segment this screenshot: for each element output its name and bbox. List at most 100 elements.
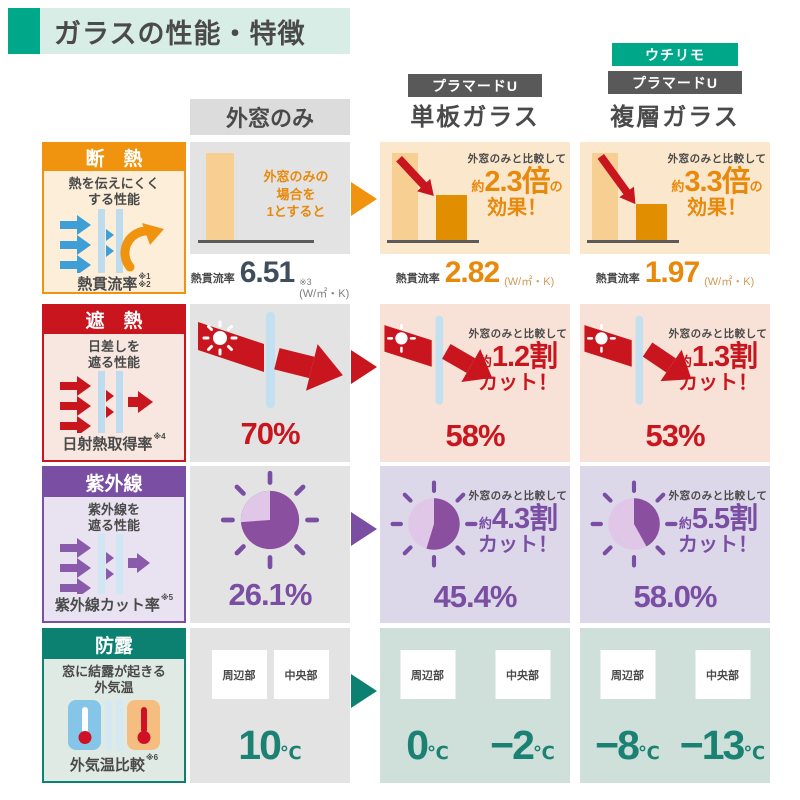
comparison-callout: 外窓のみと比較して 約4.3割 カット！ [468,490,568,557]
solar-gain-illustration: 外窓のみと比較して 約1.2割 カット！ 58% [380,304,570,462]
sun-arrow-through-glass-icon [198,312,343,408]
footnote-marks: ※1 ※2 [138,271,151,290]
heat-flow-through-glass-icon [58,208,170,273]
insulation-metric-label: 熱貫流率 ※1 ※2 [77,271,151,293]
insulation-outer-only-cell: 外窓のみの 場合を 1とすると 熱貫流率 6.51 ※3 (W/㎡・K) [190,142,350,300]
chip-center: 中央部 [495,650,550,699]
shading-metric-label: 日射熱取得率 ※4 [62,432,166,453]
row-insulation: 断 熱 熱を伝えにくく する性能 [42,142,770,300]
temperature-value: −13℃ [679,722,766,768]
thermometers-glass-icon [68,697,160,755]
uv-cut-illustration: 外窓のみと比較して 約5.5割 カット！ 58.0% [580,466,770,623]
column-header-double-glass: 複層ガラス [610,103,740,131]
warm-thermometer-icon [127,700,160,751]
chart-baseline [387,240,479,243]
shading-description: 日差しを 遮る性能 [87,338,140,370]
title-accent-square [8,8,40,54]
uv-double-glass-cell: 外窓のみと比較して 約5.5割 カット！ 58.0% [580,466,770,623]
solar-gain-value: 70% [240,416,300,451]
row-uv: 紫外線 紫外線を 遮る性能 紫外線カット率 [42,466,770,623]
baseline-note: 外窓のみの 場合を 1とすると [263,169,329,220]
uv-cut-illustration: 外窓のみと比較して 約4.3割 カット！ 45.4% [380,466,570,623]
solar-gain-illustration: 70% [190,304,350,462]
sun-pie-icon [390,480,478,568]
solar-gain-illustration: 外窓のみと比較して 約1.3割 カット！ 53% [580,304,770,462]
column-header-single-glass: 単板ガラス [410,103,540,131]
insulation-comparison-chart: 外窓のみと比較して 約3.3倍の 効果！ [580,142,770,254]
uv-metric-label: 紫外線カット率 ※5 [54,593,174,614]
comparison-callout: 外窓のみと比較して 約5.5割 カット！ [668,490,768,557]
u-value: 6.51 [239,256,295,289]
baseline-bar [206,153,234,241]
sun-arrow-through-glass-icon [584,315,692,405]
uv-blocked-icon [58,534,170,594]
uchirimo-badge: ウチリモ [612,43,738,66]
plamado-u-badge: プラマードU [408,74,542,97]
uv-outer-only-cell: 26.1% [190,466,350,623]
page-title-bar: ガラスの性能・特徴 [40,8,350,54]
u-value-line: 熱貫流率 1.97 (W/㎡・K) [595,256,755,289]
uv-cut-value: 45.4% [433,579,518,614]
arrow-right-icon [351,350,377,384]
comparison-callout: 外窓のみと比較して 約1.3割 カット！ [668,328,768,395]
arrow-right-icon [351,674,377,708]
uv-cut-value: 26.1% [228,577,313,612]
temperature-value: −2℃ [490,722,555,768]
cold-thermometer-icon [68,700,101,751]
glass-pane-icon [116,699,123,752]
footnote-marks: ※4 [153,432,166,441]
column-header-outer-window-only: 外窓のみ [190,99,350,135]
insulation-double-glass-cell: 外窓のみと比較して 約3.3倍の 効果！ 熱貫流率 1.97 (W/㎡・K) [580,142,770,294]
uv-description: 紫外線を 遮る性能 [87,501,140,533]
insulation-row-title: 断 熱 [44,144,184,171]
uv-cut-value: 58.0% [633,579,718,614]
condensation-outer-only-cell: 周辺部 中央部 10℃ [190,628,350,783]
insulation-baseline-chart: 外窓のみの 場合を 1とすると [190,142,350,254]
row-condensation: 防露 窓に結露が起きる 外気温 外気温比較 ※6 [42,628,770,783]
condensation-temps: 周辺部 中央部 10℃ [190,628,350,783]
sun-pie-icon [220,470,320,570]
temperature-value: 0℃ [406,722,449,768]
insulation-label-box: 断 熱 熱を伝えにくく する性能 [42,142,186,294]
chip-center: 中央部 [273,650,329,699]
insulation-single-glass-cell: 外窓のみと比較して 約2.3倍の 効果！ 熱貫流率 2.82 (W/㎡・K) [380,142,570,294]
shading-outer-only-cell: 70% [190,304,350,462]
temperature-value: −8℃ [595,722,660,768]
uv-cut-illustration: 26.1% [190,466,350,623]
uv-label-box: 紫外線 紫外線を 遮る性能 紫外線カット率 [42,466,186,623]
condensation-temps: 周辺部 0℃ 中央部 −2℃ [380,628,570,783]
footnote-marks: ※6 [145,753,159,762]
uv-single-glass-cell: 外窓のみと比較して 約4.3割 カット！ 45.4% [380,466,570,623]
condensation-metric-label: 外気温比較 ※6 [69,753,159,774]
sun-arrow-through-glass-icon [384,315,493,405]
condensation-row-title: 防露 [44,630,184,659]
chart-baseline [587,240,679,243]
u-value-line: 熱貫流率 2.82 (W/㎡・K) [395,256,555,289]
shading-single-glass-cell: 外窓のみと比較して 約1.2割 カット！ 58% [380,304,570,462]
u-value: 1.97 [644,256,700,289]
improved-bar [636,204,667,241]
glass-pane-icon [105,699,112,752]
temperature-value: 10℃ [238,722,302,768]
shading-row-title: 遮 熱 [44,306,184,334]
sunlight-blocked-icon [58,371,170,433]
sun-pie-icon [590,480,678,568]
condensation-temps: 周辺部 −8℃ 中央部 −13℃ [580,628,770,783]
chip-perimeter: 周辺部 [400,650,455,699]
chart-baseline [198,240,314,243]
insulation-description: 熱を伝えにくく する性能 [68,176,160,208]
improved-bar [436,195,467,241]
footnote-marks: ※5 [160,593,174,602]
insulation-comparison-chart: 外窓のみと比較して 約2.3倍の 効果！ [380,142,570,254]
solar-gain-value: 53% [645,418,705,453]
row-heat-shading: 遮 熱 日差しを 遮る性能 日射熱取得率 [42,304,770,462]
uv-row-title: 紫外線 [44,468,184,497]
u-value-line: 熱貫流率 6.51 ※3 (W/㎡・K) [190,256,350,300]
chip-perimeter: 周辺部 [211,650,267,699]
solar-gain-value: 58% [445,418,505,453]
arrow-right-icon [351,182,377,216]
condensation-label-box: 防露 窓に結露が起きる 外気温 外気温比較 ※6 [42,628,186,783]
shading-double-glass-cell: 外窓のみと比較して 約1.3割 カット！ 53% [580,304,770,462]
plamado-u-badge: プラマードU [608,71,742,94]
